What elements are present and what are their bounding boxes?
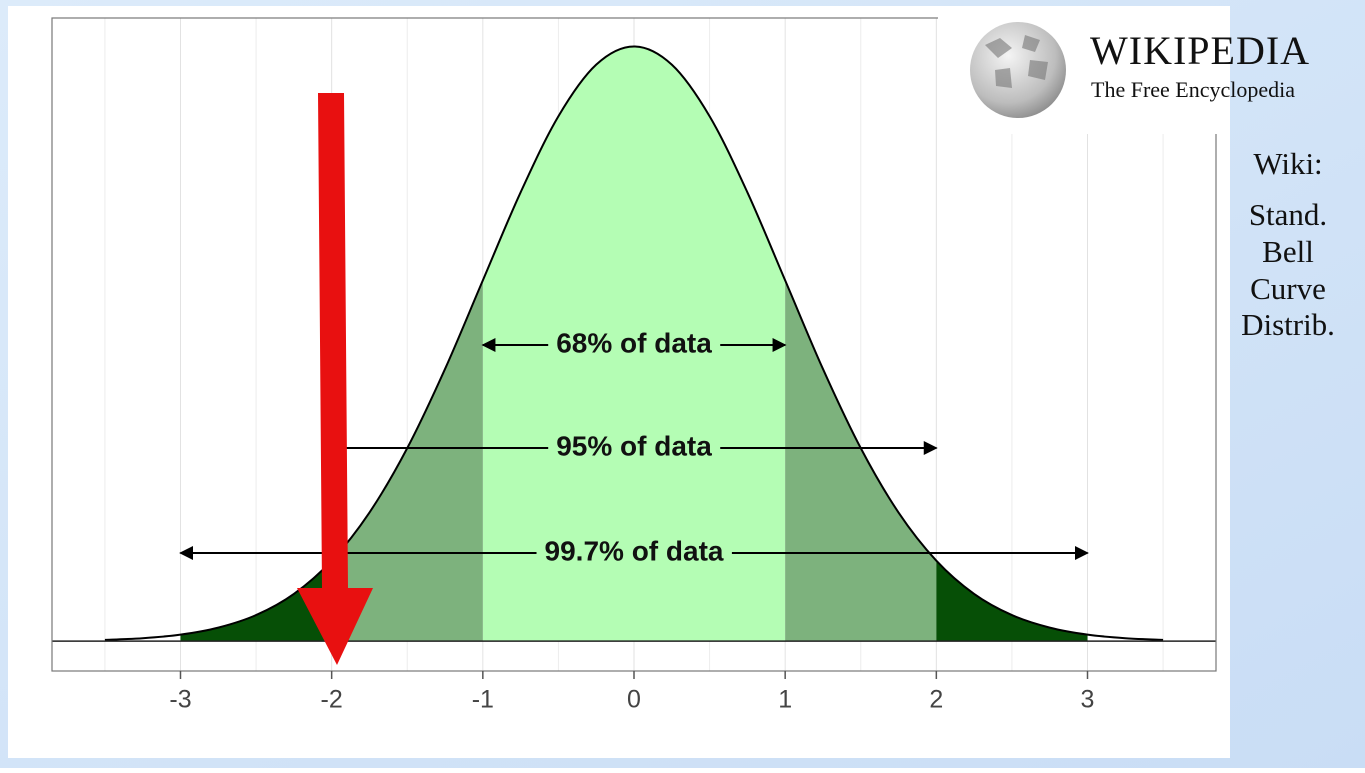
sidebar-line: Stand. [1249,197,1327,232]
logo-globe [970,22,1066,118]
x-tick-label: 3 [1081,686,1095,714]
x-tick-label: -2 [321,686,343,714]
sidebar-line: Curve [1250,271,1326,306]
x-tick-label: -1 [472,686,494,714]
annotation-label: 99.7% of data [545,535,724,566]
bell-curve [104,45,1164,641]
red-arrow [297,93,373,665]
plot: -3 -2 -1 0 1 2 3 68% of data 95% of data 99.7% of… [51,17,1217,714]
logo-puzzle [985,35,1048,88]
x-tick-label: 0 [627,686,641,714]
x-tick-label: -3 [169,686,191,714]
annotation-label: 68% of data [556,327,712,358]
sidebar-line: Bell [1262,234,1314,269]
shaded-band [482,46,786,642]
shaded-band [180,560,332,642]
sidebar-heading: Wiki: [1253,146,1322,181]
annotation-label: 95% of data [556,430,712,461]
logo-subtitle: The Free Encyclopedia [1091,77,1295,102]
logo-title: WIKIPEDIA [1090,28,1310,73]
sidebar-line: Distrib. [1241,307,1335,342]
x-tick-label: 1 [778,686,792,714]
x-tick-label: 2 [929,686,943,714]
shaded-band [936,560,1088,642]
